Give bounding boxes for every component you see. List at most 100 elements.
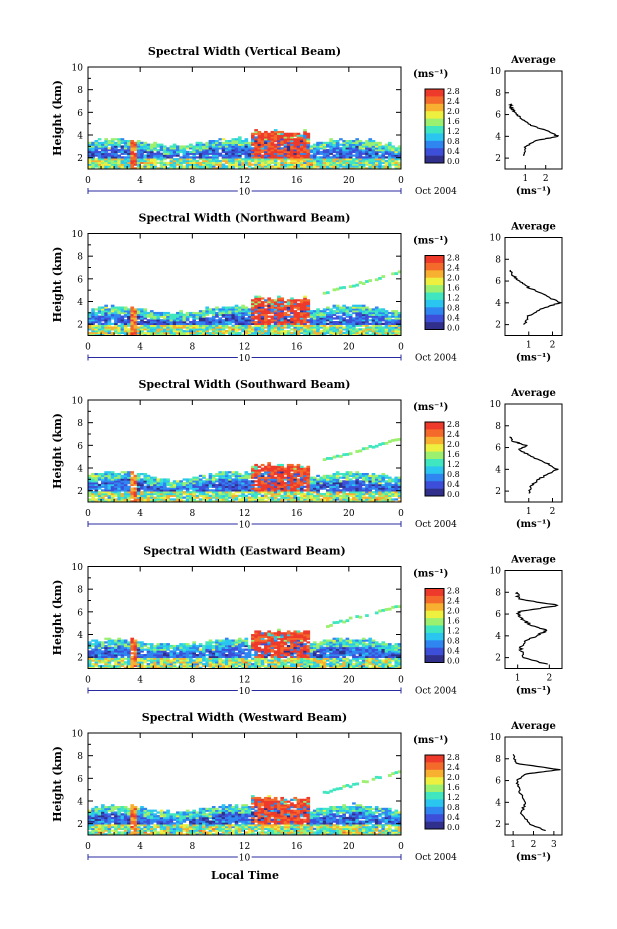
heatmap-cell bbox=[273, 476, 278, 479]
heatmap-cell bbox=[358, 496, 363, 499]
heatmap-cell bbox=[189, 163, 193, 166]
heatmap-cell bbox=[136, 663, 141, 666]
heatmap-cell bbox=[348, 500, 353, 502]
heatmap-cell bbox=[241, 324, 245, 327]
heatmap-cell bbox=[156, 152, 161, 155]
heatmap-cell bbox=[120, 322, 125, 326]
heatmap-cell bbox=[107, 471, 112, 474]
heatmap-cell bbox=[257, 156, 262, 159]
heatmap-cell bbox=[387, 156, 392, 159]
heatmap-cell bbox=[303, 469, 307, 472]
heatmap-cell bbox=[104, 637, 108, 640]
heatmap-cell bbox=[221, 149, 226, 152]
heatmap-cell bbox=[195, 494, 200, 497]
heatmap-cell bbox=[140, 491, 144, 494]
heatmap-cell bbox=[110, 161, 115, 164]
heatmap-cell bbox=[189, 485, 193, 488]
heatmap-cell bbox=[143, 147, 148, 150]
heatmap-cell bbox=[114, 154, 118, 157]
heatmap-cell bbox=[231, 480, 236, 483]
heatmap-cell bbox=[228, 480, 232, 483]
heatmap-cell bbox=[215, 324, 219, 327]
heatmap-cell bbox=[221, 480, 226, 483]
heatmap-cell bbox=[162, 482, 167, 485]
heatmap-cell bbox=[394, 487, 399, 490]
heatmap-cell bbox=[280, 136, 285, 139]
heatmap-cell bbox=[127, 471, 131, 474]
heatmap-cell bbox=[185, 167, 190, 169]
heatmap-cell bbox=[280, 463, 285, 467]
heatmap-cell bbox=[277, 322, 281, 326]
heatmap-cell bbox=[143, 158, 148, 161]
heatmap-cell bbox=[329, 311, 333, 315]
heatmap-cell bbox=[101, 644, 105, 648]
heatmap-cell bbox=[348, 165, 353, 168]
heatmap-cell bbox=[267, 320, 271, 324]
heatmap-cell bbox=[97, 319, 102, 322]
heatmap-cell bbox=[120, 138, 125, 141]
heatmap-cell bbox=[355, 158, 360, 161]
heatmap-cell bbox=[286, 167, 291, 169]
heatmap-cell bbox=[293, 480, 298, 483]
heatmap-cell bbox=[374, 333, 379, 336]
heatmap-cell bbox=[120, 494, 125, 497]
heatmap-cell bbox=[342, 163, 346, 166]
heatmap-cell bbox=[342, 496, 346, 499]
heatmap-cell bbox=[189, 147, 193, 150]
heatmap-cell bbox=[319, 159, 324, 163]
heatmap-cell bbox=[104, 333, 108, 336]
heatmap-cell bbox=[179, 147, 183, 150]
heatmap-cell bbox=[280, 152, 285, 155]
heatmap-cell bbox=[326, 482, 330, 485]
heatmap-cell bbox=[120, 141, 125, 145]
heatmap-cell bbox=[378, 333, 382, 336]
heatmap-cell bbox=[277, 500, 281, 502]
heatmap-cell bbox=[114, 641, 118, 644]
heatmap-cell bbox=[130, 500, 135, 502]
heatmap-cell bbox=[280, 149, 285, 152]
heatmap-cell bbox=[221, 496, 226, 499]
heatmap-cell bbox=[257, 152, 262, 155]
heatmap-cell bbox=[88, 483, 92, 487]
heatmap-cell bbox=[244, 478, 249, 481]
heatmap-cell bbox=[374, 278, 379, 282]
heatmap-cell bbox=[247, 492, 252, 496]
heatmap-cell bbox=[231, 487, 236, 490]
heatmap-cell bbox=[394, 167, 399, 169]
heatmap-cell bbox=[237, 165, 242, 168]
heatmap-cell bbox=[241, 491, 245, 494]
heatmap-cell bbox=[270, 472, 275, 476]
heatmap-cell bbox=[123, 483, 128, 487]
heatmap-cell bbox=[146, 145, 151, 148]
y-tick-label: 2 bbox=[77, 487, 83, 497]
heatmap-cell bbox=[127, 498, 131, 501]
heatmap-cell bbox=[114, 653, 118, 657]
heatmap-cell bbox=[365, 161, 369, 164]
heatmap-cell bbox=[110, 313, 115, 316]
profile-x-tick-label: 1 bbox=[522, 174, 528, 184]
heatmap-cell bbox=[130, 161, 135, 164]
heatmap-cell bbox=[368, 500, 373, 502]
heatmap-cell bbox=[309, 145, 314, 148]
heatmap-cell bbox=[117, 310, 122, 313]
heatmap-cell bbox=[299, 496, 304, 499]
heatmap-cell bbox=[358, 317, 363, 320]
heatmap-cell bbox=[133, 480, 138, 483]
heatmap-cell bbox=[94, 328, 99, 331]
heatmap-cell bbox=[358, 281, 363, 284]
heatmap-cell bbox=[273, 482, 278, 485]
heatmap-cell bbox=[299, 469, 304, 472]
heatmap-cell bbox=[329, 149, 333, 152]
heatmap-cell bbox=[114, 498, 118, 501]
colorbar-segment bbox=[425, 277, 444, 286]
heatmap-cell bbox=[247, 150, 252, 154]
heatmap-cell bbox=[231, 152, 236, 155]
heatmap-cell bbox=[273, 129, 278, 132]
heatmap-cell bbox=[237, 159, 242, 163]
heatmap-cell bbox=[296, 313, 301, 316]
heatmap-cell bbox=[237, 491, 242, 494]
heatmap-cell bbox=[130, 487, 135, 490]
heatmap-cell bbox=[277, 317, 281, 320]
heatmap-cell bbox=[101, 655, 105, 659]
heatmap-cell bbox=[153, 149, 157, 152]
